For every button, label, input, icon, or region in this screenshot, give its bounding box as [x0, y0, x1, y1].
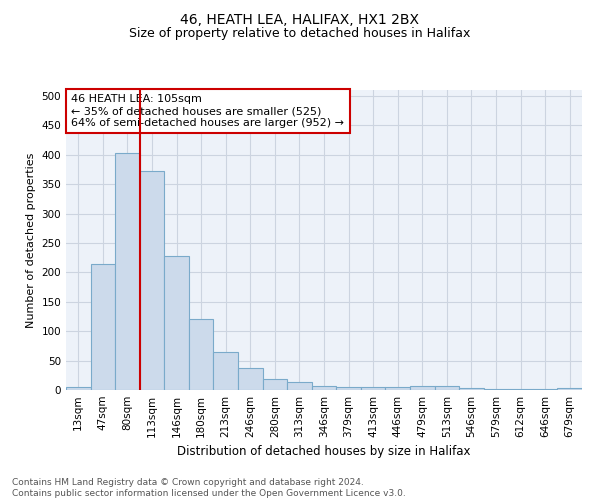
Bar: [263, 380, 287, 390]
Bar: [410, 386, 434, 390]
Text: 46, HEATH LEA, HALIFAX, HX1 2BX: 46, HEATH LEA, HALIFAX, HX1 2BX: [181, 12, 419, 26]
Bar: [140, 171, 164, 390]
Bar: [91, 264, 115, 390]
Bar: [312, 386, 336, 390]
Text: 46 HEATH LEA: 105sqm
← 35% of detached houses are smaller (525)
64% of semi-deta: 46 HEATH LEA: 105sqm ← 35% of detached h…: [71, 94, 344, 128]
Bar: [557, 388, 582, 390]
Bar: [115, 153, 140, 390]
Bar: [361, 387, 385, 390]
Bar: [459, 388, 484, 390]
Y-axis label: Number of detached properties: Number of detached properties: [26, 152, 36, 328]
Bar: [238, 368, 263, 390]
Bar: [336, 387, 361, 390]
Bar: [434, 386, 459, 390]
Bar: [214, 352, 238, 390]
Text: Size of property relative to detached houses in Halifax: Size of property relative to detached ho…: [130, 28, 470, 40]
Bar: [189, 319, 214, 390]
Text: Contains HM Land Registry data © Crown copyright and database right 2024.
Contai: Contains HM Land Registry data © Crown c…: [12, 478, 406, 498]
X-axis label: Distribution of detached houses by size in Halifax: Distribution of detached houses by size …: [177, 446, 471, 458]
Bar: [385, 387, 410, 390]
Bar: [66, 387, 91, 390]
Bar: [164, 256, 189, 390]
Bar: [287, 382, 312, 390]
